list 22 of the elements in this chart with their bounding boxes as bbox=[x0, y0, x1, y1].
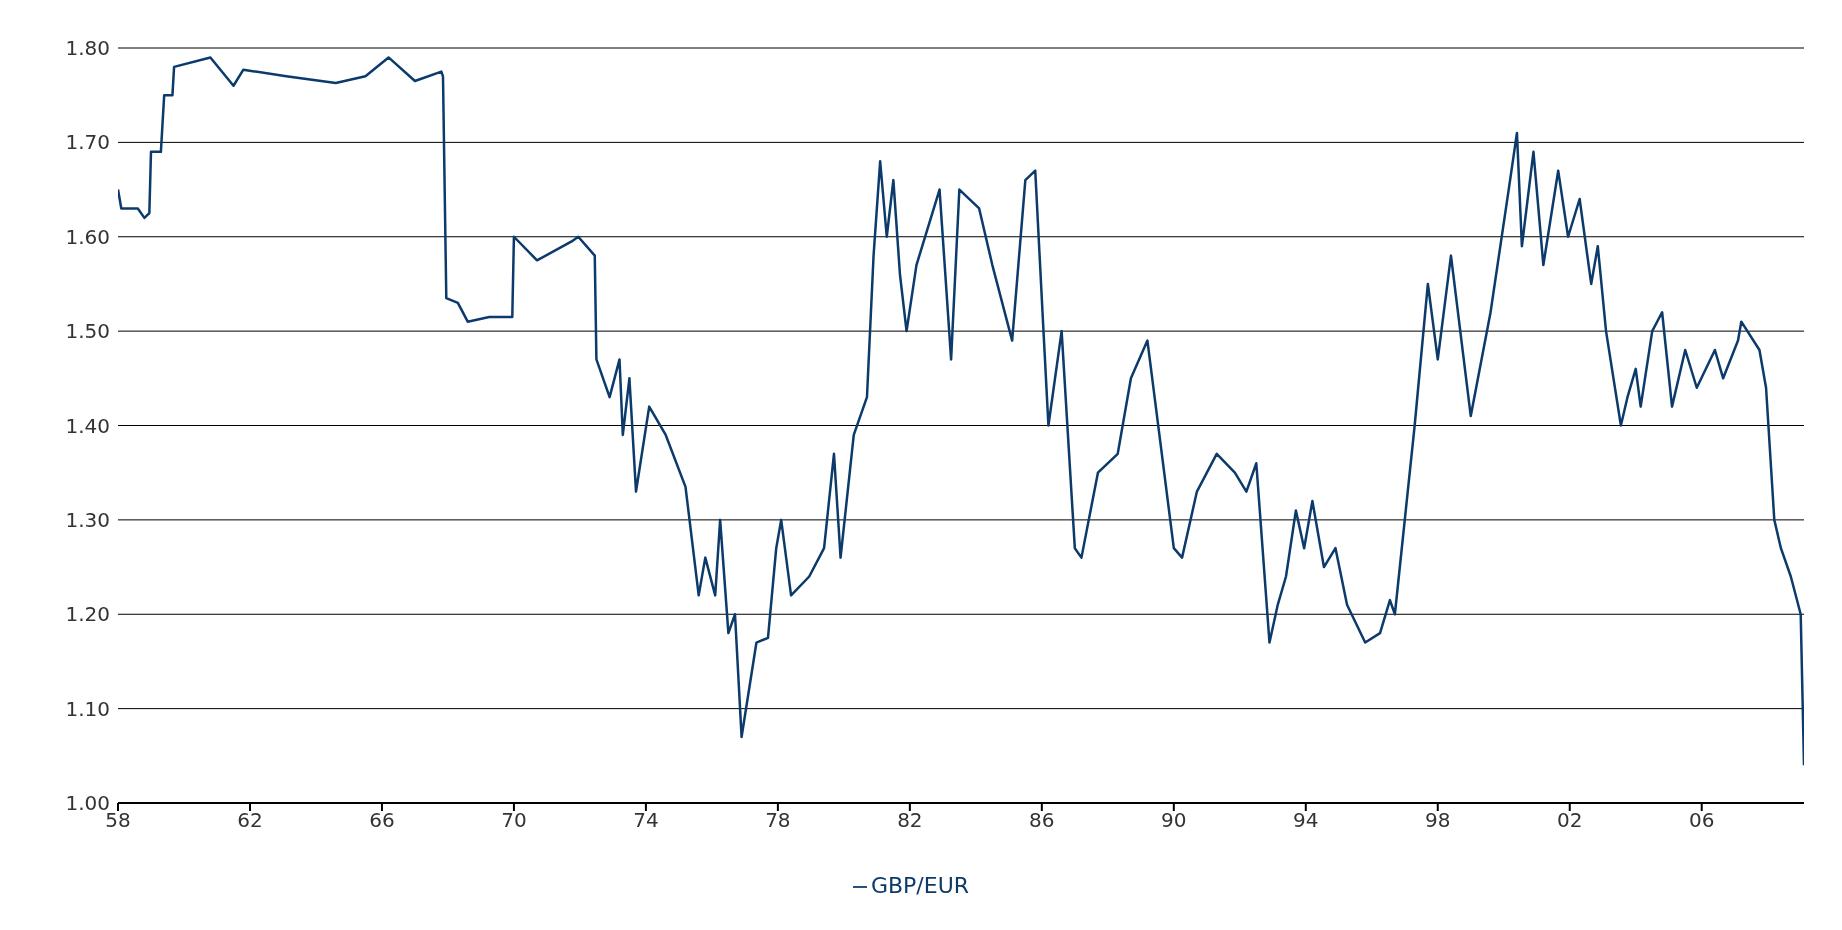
line-series bbox=[118, 56, 1804, 767]
y-tick-label: 1.50 bbox=[65, 319, 110, 344]
x-tick-label: 86 bbox=[1029, 808, 1055, 833]
x-tick-label: 94 bbox=[1293, 808, 1319, 833]
y-tick-label: 1.10 bbox=[65, 696, 110, 721]
legend-label: GBP/EUR bbox=[870, 873, 970, 898]
x-tick-label: 70 bbox=[501, 808, 527, 833]
x-tick-label: 74 bbox=[633, 808, 659, 833]
x-tick-label: 02 bbox=[1557, 808, 1583, 833]
x-tick-label: 78 bbox=[765, 808, 791, 833]
x-tick-label: 98 bbox=[1425, 808, 1451, 833]
x-tick-label: 62 bbox=[237, 808, 263, 833]
x-tick-label: 90 bbox=[1161, 808, 1187, 833]
y-tick-label: 1.80 bbox=[65, 36, 110, 61]
y-tick-label: 1.70 bbox=[65, 130, 110, 155]
y-tick-label: 1.30 bbox=[65, 507, 110, 532]
y-tick-label: 1.60 bbox=[65, 224, 110, 249]
x-tick-label: 82 bbox=[897, 808, 923, 833]
y-tick-label: 1.20 bbox=[65, 602, 110, 627]
x-tick-label: 06 bbox=[1688, 808, 1715, 833]
x-tick-label: 66 bbox=[369, 808, 395, 833]
y-tick-label: 1.40 bbox=[65, 413, 110, 438]
